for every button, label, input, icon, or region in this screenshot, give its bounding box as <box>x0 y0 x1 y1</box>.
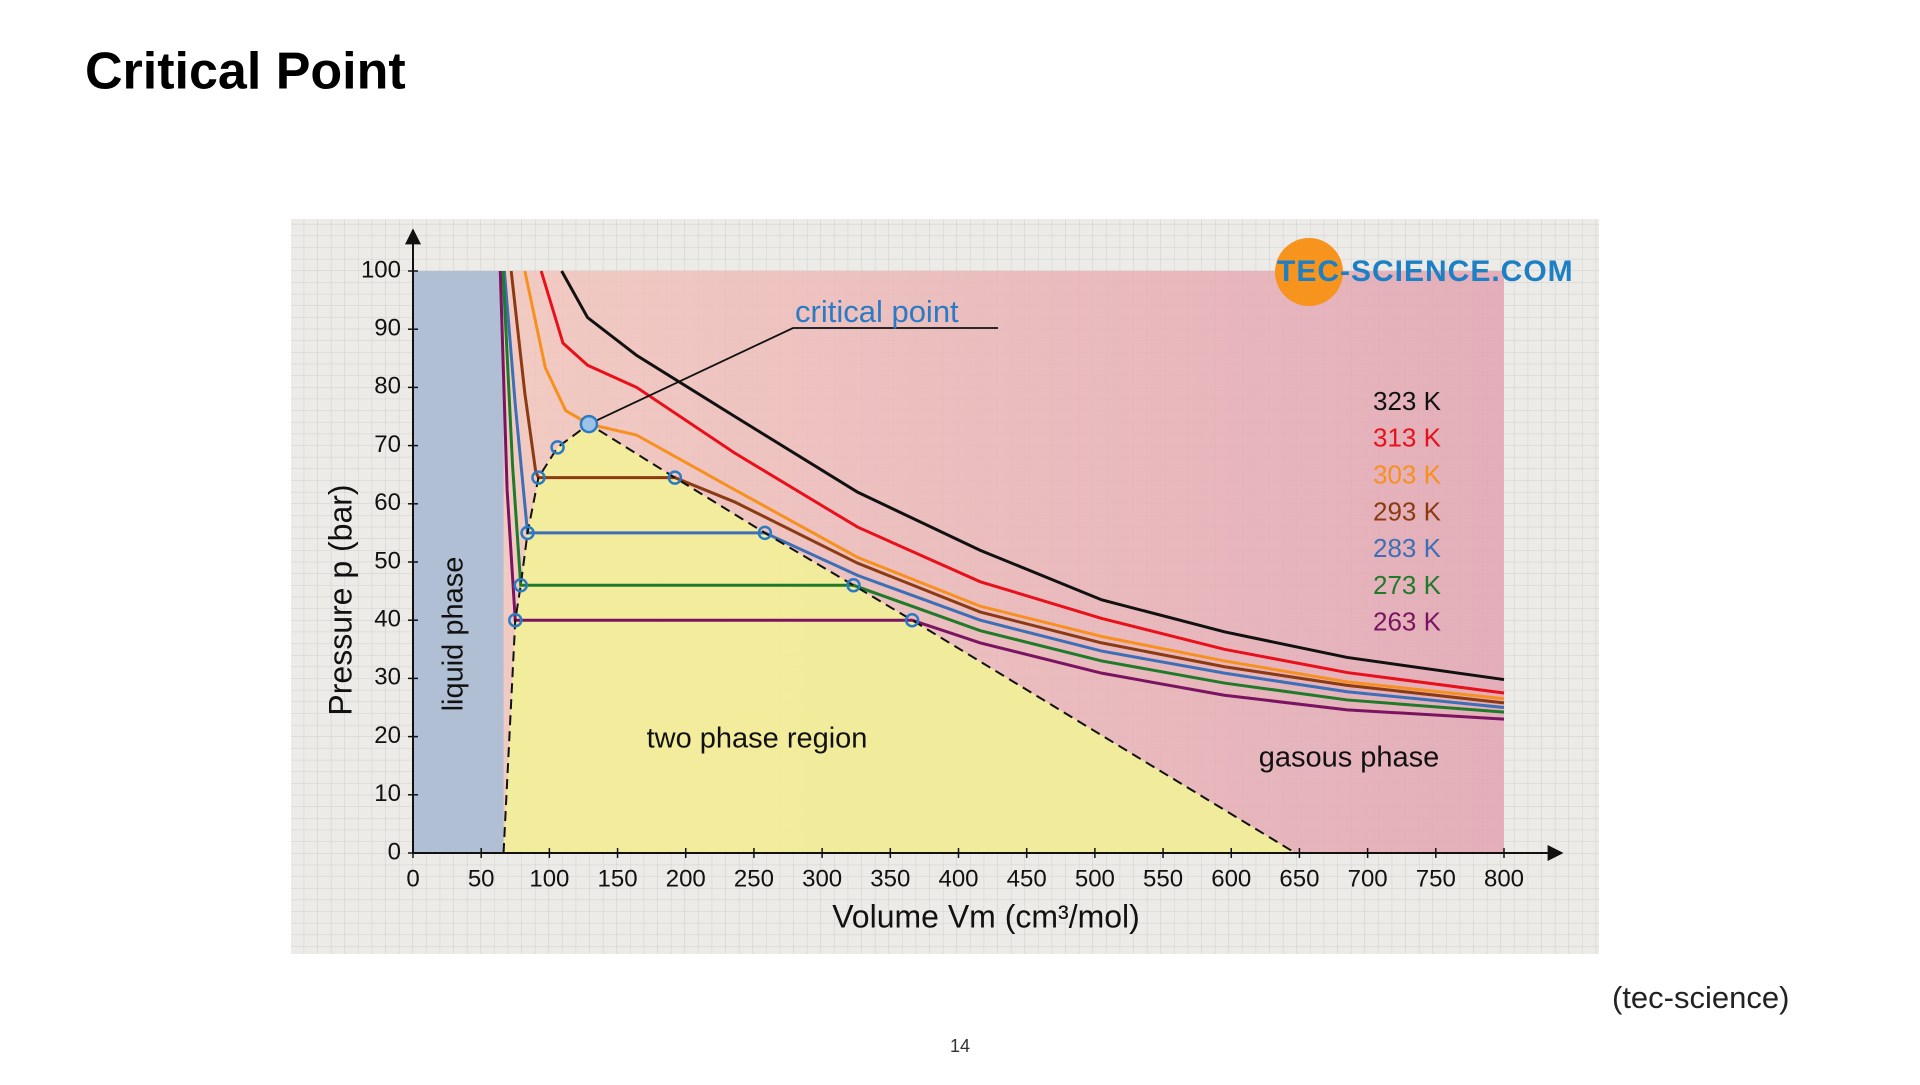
y-tick-label: 70 <box>374 431 401 458</box>
saturation-point <box>757 525 773 541</box>
x-tick-label: 800 <box>1484 865 1524 892</box>
source: (tec-science) <box>1612 980 1789 1015</box>
x-tick-label: 350 <box>870 865 910 892</box>
isotherm <box>523 270 1505 701</box>
two-phase-label: two phase region <box>647 723 868 755</box>
page-number: 14 <box>950 1036 970 1056</box>
x-tick-label: 50 <box>468 865 495 892</box>
saturation-point <box>531 470 546 485</box>
x-tick-label: 200 <box>666 865 706 892</box>
isotherm <box>539 270 1505 695</box>
x-tick-label: 400 <box>938 865 978 892</box>
x-tick-label: 0 <box>406 865 419 892</box>
legend-label: 263 K <box>1373 607 1442 637</box>
isotherm <box>509 270 1505 705</box>
y-axis-label: Pressure p (bar) <box>322 484 358 715</box>
liquid-region <box>413 271 504 853</box>
y-tick-label: 40 <box>374 606 401 633</box>
critical-point <box>579 414 599 434</box>
saturation-point <box>846 578 861 593</box>
y-tick-label: 30 <box>374 664 401 691</box>
x-tick-label: 150 <box>598 865 638 892</box>
logo-circle <box>1275 238 1343 306</box>
logo: TEC-SCIENCE.COM <box>1277 255 1574 288</box>
x-axis-label: Volume Vm (cm³/mol) <box>832 898 1140 934</box>
critical-point-label: critical point <box>795 294 959 329</box>
y-tick-label: 20 <box>374 722 401 749</box>
y-tick-label: 50 <box>374 547 401 574</box>
y-tick-label: 90 <box>374 315 401 342</box>
leader-line <box>588 327 998 425</box>
isotherm <box>560 270 1505 682</box>
x-tick-label: 750 <box>1416 865 1456 892</box>
saturation-point <box>904 612 920 628</box>
saturation-point <box>508 612 523 628</box>
two-phase-region <box>503 424 1296 853</box>
saturation-point <box>550 440 565 455</box>
legend-label: 323 K <box>1373 386 1442 416</box>
saturation-point <box>520 525 535 541</box>
x-tick-label: 500 <box>1075 865 1115 892</box>
x-tick-label: 300 <box>802 865 842 892</box>
legend-label: 313 K <box>1373 423 1442 453</box>
x-tick-label: 250 <box>734 865 774 892</box>
isotherm <box>498 270 1505 721</box>
x-tick-label: 600 <box>1211 865 1251 892</box>
legend-label: 303 K <box>1373 459 1442 489</box>
isotherm <box>502 270 1505 709</box>
x-tick-label: 450 <box>1007 865 1047 892</box>
legend-label: 293 K <box>1373 496 1442 526</box>
x-tick-label: 550 <box>1143 865 1183 892</box>
x-tick-label: 100 <box>529 865 569 892</box>
y-tick-label: 60 <box>374 489 401 516</box>
plot: 0 50 100 150 200 250 300 350 400 450 500 550 600 650 7… <box>322 228 1574 934</box>
saturation-point <box>513 578 528 593</box>
legend-label: 273 K <box>1373 570 1442 600</box>
x-tick-label: 650 <box>1279 865 1319 892</box>
y-tick-label: 10 <box>374 780 401 807</box>
y-tick-label: 0 <box>388 838 401 865</box>
x-tick-label: 700 <box>1348 865 1388 892</box>
liquid-label: liquid phase <box>438 557 470 712</box>
y-tick-label: 100 <box>361 256 401 283</box>
gas-label: gasous phase <box>1259 742 1440 774</box>
saturation-point <box>667 470 683 485</box>
slide-title: Critical Point <box>85 43 406 101</box>
y-tick-label: 80 <box>374 373 401 400</box>
isotherm <box>501 270 1505 714</box>
legend-label: 283 K <box>1373 533 1442 563</box>
